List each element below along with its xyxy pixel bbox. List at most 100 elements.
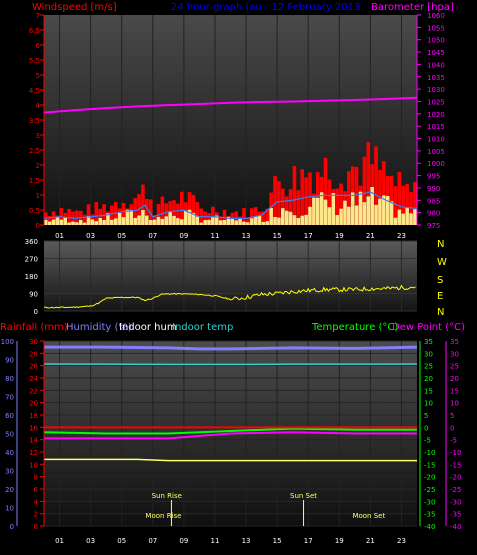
windspeed-bar <box>362 156 367 225</box>
gust-bar <box>246 222 250 225</box>
windspeed-bar <box>179 191 184 225</box>
wind-hour-label: 17 <box>304 232 313 240</box>
humidity-tick-label: 30 <box>5 468 14 476</box>
windspeed-tick-label: 3 <box>36 132 40 140</box>
windspeed-bar <box>191 194 196 225</box>
gust-bar <box>234 220 238 225</box>
gust-bar <box>94 221 99 225</box>
windspeed-bar <box>300 169 305 225</box>
barometer-tick-label: 990 <box>427 185 440 193</box>
gust-bar <box>156 216 161 225</box>
temperature-axis-label: Temperature (°C) <box>311 322 398 333</box>
compass-label-s: S <box>437 275 443 286</box>
gust-bar <box>179 219 184 225</box>
gust-bar <box>292 215 297 225</box>
temperature-tick-label: 5 <box>424 412 428 420</box>
rainfall-tick-label: 4 <box>34 498 39 506</box>
gust-bar <box>86 215 91 225</box>
gust-bar <box>238 218 242 225</box>
rainfall-tick-label: 8 <box>34 474 38 482</box>
windspeed-bar <box>187 192 192 225</box>
rainfall-tick-label: 30 <box>29 338 38 346</box>
humidity-tick-label: 50 <box>5 431 14 439</box>
gust-bar <box>413 209 417 225</box>
gust-bar <box>343 200 347 225</box>
direction-panel-grid <box>44 240 417 312</box>
gust-bar <box>312 197 316 225</box>
rainfall-axis-label: Rainfall (mm) <box>0 322 68 333</box>
wind-hour-label: 23 <box>397 232 406 240</box>
climate-line-indoor-temp <box>44 458 417 462</box>
direction-tick-labels: 0 90 180 270 360 <box>25 238 38 316</box>
compass-label-w: W <box>437 257 447 268</box>
gust-bar <box>288 211 293 225</box>
dew-point-tick-label: 5 <box>450 412 454 420</box>
humidity-tick-label: 20 <box>5 486 14 494</box>
gust-bar <box>145 215 149 225</box>
windspeed-bar <box>141 184 145 225</box>
rainfall-tick-label: 0 <box>34 523 38 531</box>
barometer-tick-label: 1010 <box>427 136 445 144</box>
gust-bar <box>133 217 137 225</box>
gust-bar <box>296 218 301 225</box>
gust-bar <box>405 207 409 225</box>
wind-direction-series <box>43 284 416 309</box>
gust-bar <box>176 218 180 225</box>
temperature-tick-label: -20 <box>424 474 435 482</box>
gust-bar <box>347 206 351 225</box>
windspeed-bar <box>261 211 266 225</box>
barometer-tick-label: 1050 <box>427 37 445 45</box>
gust-bar <box>269 208 273 225</box>
temperature-tick-labels: -40 -35 -30 -25 -20 -15 -10 -5 0 5 10 15 20 25 30 35 <box>419 338 435 531</box>
gust-bar <box>385 195 390 225</box>
rainfall-tick-label: 6 <box>34 486 39 494</box>
humidity-axis-label: Humidity (%) <box>66 322 132 333</box>
gust-bar <box>183 210 188 225</box>
rainfall-tick-label: 10 <box>29 461 38 469</box>
windspeed-bar <box>284 196 289 225</box>
gust-bar <box>164 216 169 225</box>
compass-label-n-top: N <box>437 239 444 250</box>
wind-hour-label: 05 <box>117 232 126 240</box>
rainfall-tick-label: 28 <box>29 350 38 358</box>
windspeed-tick-label: 1 <box>36 192 40 200</box>
gust-bar <box>253 216 258 225</box>
climate-panel-hour-labels: 01 03 05 07 09 11 13 15 17 19 21 23 <box>55 537 406 545</box>
windspeed-tick-label: 4.5 <box>29 87 40 95</box>
barometer-tick-label: 1005 <box>427 148 445 156</box>
gust-bar <box>226 216 231 225</box>
gust-bar <box>71 221 75 225</box>
windspeed-bar <box>389 175 394 225</box>
windspeed-bar <box>335 188 339 225</box>
dew-point-tick-label: 25 <box>450 363 459 371</box>
gust-bar <box>110 219 114 225</box>
gust-bar <box>172 215 176 225</box>
dew-point-tick-labels: -40 -35 -30 -25 -20 -15 -10 -5 0 5 10 15 20 25 30 35 <box>445 338 461 531</box>
windspeed-bar <box>366 142 371 225</box>
direction-tick-label: 360 <box>25 238 38 246</box>
wind-hour-label: 19 <box>335 232 344 240</box>
gust-bar <box>102 219 106 225</box>
windspeed-bar <box>82 214 87 225</box>
windspeed-tick-label: 2 <box>36 162 40 170</box>
gust-bar <box>304 214 308 225</box>
windspeed-bar <box>121 203 126 225</box>
gust-bar <box>207 219 211 225</box>
windspeed-bar <box>98 208 102 225</box>
sun-rise-label: Sun Rise <box>152 492 182 500</box>
windspeed-bar <box>203 211 207 225</box>
compass-labels: N W S E N <box>437 239 447 318</box>
barometer-tick-label: 1055 <box>427 24 445 32</box>
gust-bar <box>362 202 367 225</box>
windspeed-bar <box>281 188 285 225</box>
temperature-tick-label: 25 <box>424 363 433 371</box>
temperature-tick-label: -35 <box>424 511 435 519</box>
wind-direction-line <box>43 284 416 309</box>
windspeed-bar <box>164 203 169 225</box>
gust-bar <box>98 217 102 225</box>
gust-bar <box>152 219 157 225</box>
barometer-tick-label: 1045 <box>427 49 445 57</box>
windspeed-tick-label: 1.5 <box>29 177 40 185</box>
